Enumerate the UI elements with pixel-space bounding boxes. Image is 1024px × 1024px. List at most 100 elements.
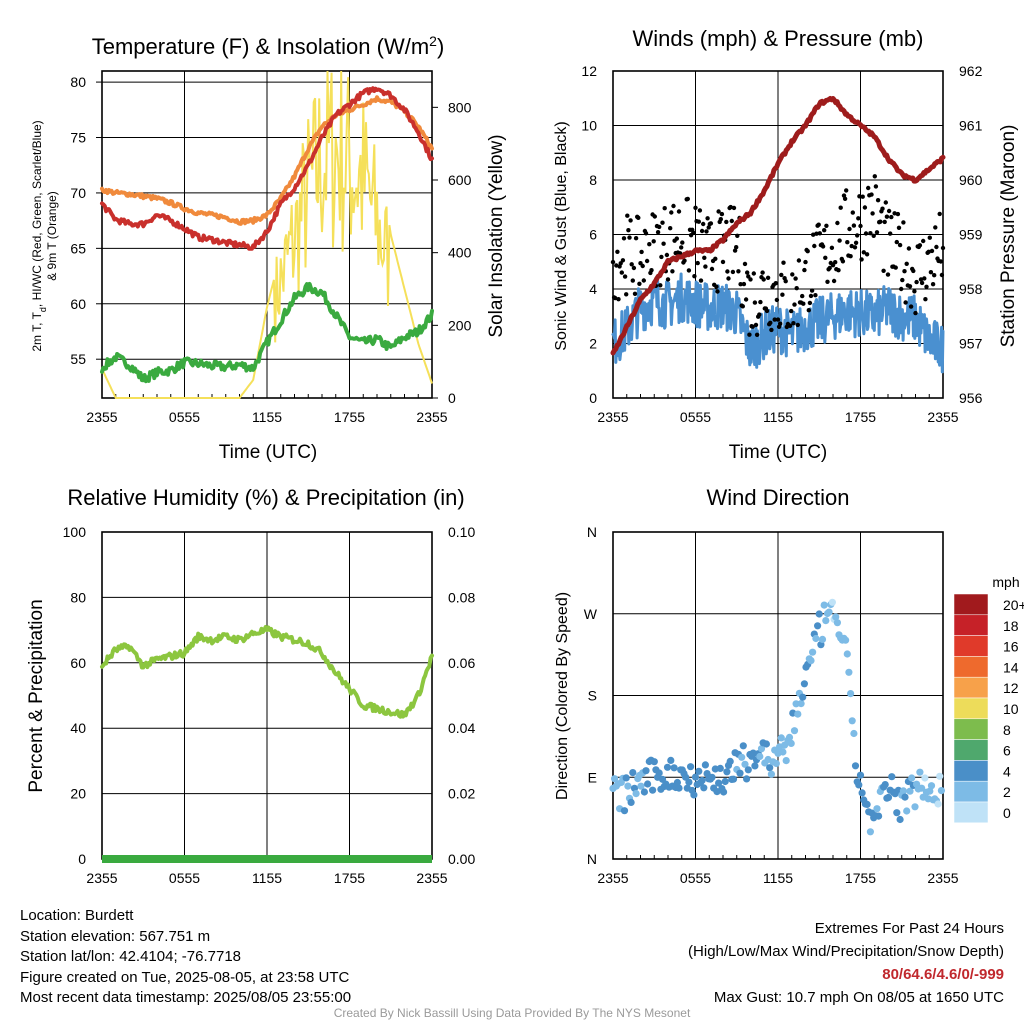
- gust-point: [899, 286, 904, 292]
- direction-point: [632, 790, 640, 798]
- y-tick-label-left: 70: [70, 185, 86, 201]
- gust-point: [716, 209, 721, 214]
- gust-point: [630, 278, 635, 283]
- gust-point: [644, 258, 650, 264]
- gust-point: [614, 263, 619, 268]
- direction-point: [832, 613, 840, 621]
- gust-point: [736, 269, 741, 274]
- gust-point: [787, 323, 793, 328]
- gust-point: [902, 269, 907, 274]
- location-text: Location: Burdett: [20, 907, 134, 924]
- gust-point: [658, 283, 663, 288]
- gust-point: [900, 277, 905, 283]
- direction-point: [698, 776, 706, 785]
- y-tick-label-left: S: [588, 688, 597, 704]
- extremes-box: Extremes For Past 24 Hours (High/Low/Max…: [688, 917, 1004, 1009]
- temperature-xlabel: Time (UTC): [219, 442, 318, 463]
- gust-point: [748, 277, 753, 282]
- gust-point: [940, 245, 946, 251]
- direction-point: [624, 782, 632, 790]
- gust-point: [708, 221, 714, 226]
- direction-point: [851, 762, 860, 770]
- gust-point: [743, 297, 749, 302]
- gust-point: [851, 223, 857, 228]
- gust-point: [725, 269, 730, 274]
- y-tick-label-right: 200: [448, 317, 472, 333]
- winds-title: Winds (mph) & Pressure (mb): [633, 26, 924, 51]
- gust-point: [892, 211, 897, 216]
- gust-point: [838, 205, 843, 210]
- gust-point: [855, 233, 860, 238]
- winds-ylabel-right: Station Pressure (Maroon): [998, 125, 1019, 348]
- gust-point: [651, 239, 656, 244]
- gust-point: [875, 198, 881, 203]
- legend-swatch: [953, 739, 989, 761]
- direction-point: [847, 690, 855, 698]
- gust-point: [742, 261, 748, 267]
- direction-point: [866, 828, 875, 836]
- gust-point: [633, 236, 639, 241]
- y-tick-label-left: 65: [70, 240, 86, 256]
- direction-point: [751, 762, 759, 770]
- y-tick-label-left: 12: [581, 63, 597, 79]
- gust-point: [863, 231, 869, 236]
- y-tick-label-right: 0.00: [448, 851, 475, 867]
- legend-label: 18: [1003, 618, 1019, 634]
- legend-label: 6: [1003, 743, 1011, 759]
- gust-point: [740, 304, 745, 309]
- direction-point: [687, 763, 695, 771]
- gust-point: [923, 297, 928, 302]
- gust-point: [670, 269, 675, 274]
- y-tick-label-left: 2: [589, 336, 597, 352]
- gust-point: [852, 245, 858, 250]
- direction-point: [903, 807, 911, 815]
- gust-point: [779, 272, 784, 278]
- gust-point: [686, 268, 692, 273]
- y-tick-label-left: E: [588, 769, 597, 785]
- gust-point: [794, 286, 799, 291]
- gust-point: [735, 233, 740, 238]
- direction-point: [640, 788, 649, 796]
- gust-point: [692, 274, 697, 279]
- x-tick-label: 1755: [845, 409, 876, 425]
- direction-point: [794, 710, 802, 718]
- direction-point: [673, 778, 682, 787]
- direction-point: [729, 775, 738, 783]
- winds-xlabel: Time (UTC): [729, 442, 828, 463]
- temperature-ylabel-right: Solar Insolation (Yellow): [486, 134, 507, 337]
- x-tick-label: 2355: [416, 870, 447, 886]
- x-tick-label: 0555: [680, 870, 711, 886]
- direction-point: [723, 768, 731, 776]
- gust-point: [669, 210, 674, 215]
- gust-point: [809, 288, 815, 293]
- gust-point: [728, 204, 733, 210]
- direction-point: [901, 793, 909, 801]
- gust-point: [844, 188, 849, 193]
- gust-point: [769, 327, 774, 333]
- direction-point: [721, 777, 729, 786]
- gust-point: [802, 267, 807, 273]
- y-tick-label-right: 0.04: [448, 720, 475, 736]
- gust-point: [696, 219, 701, 224]
- y-tick-label-right: 600: [448, 172, 472, 188]
- gust-point: [668, 226, 673, 231]
- direction-point: [875, 812, 883, 820]
- direction-point: [756, 752, 764, 761]
- gust-point: [885, 272, 891, 277]
- gust-point: [812, 243, 817, 249]
- gust-point: [814, 231, 819, 236]
- direction-point: [690, 791, 698, 799]
- y-tick-label-right: 959: [959, 227, 983, 243]
- direction-point: [691, 773, 700, 781]
- y-tick-label-right: 400: [448, 245, 472, 261]
- direction-point: [881, 781, 889, 789]
- gust-point: [661, 241, 666, 246]
- gust-point: [864, 252, 870, 257]
- gust-point: [894, 239, 899, 245]
- gust-point: [730, 269, 736, 275]
- x-tick-label: 1155: [252, 409, 282, 425]
- gust-point: [848, 254, 853, 259]
- gust-point: [628, 218, 633, 223]
- y-tick-label-left: W: [584, 606, 598, 622]
- direction-point: [642, 767, 650, 775]
